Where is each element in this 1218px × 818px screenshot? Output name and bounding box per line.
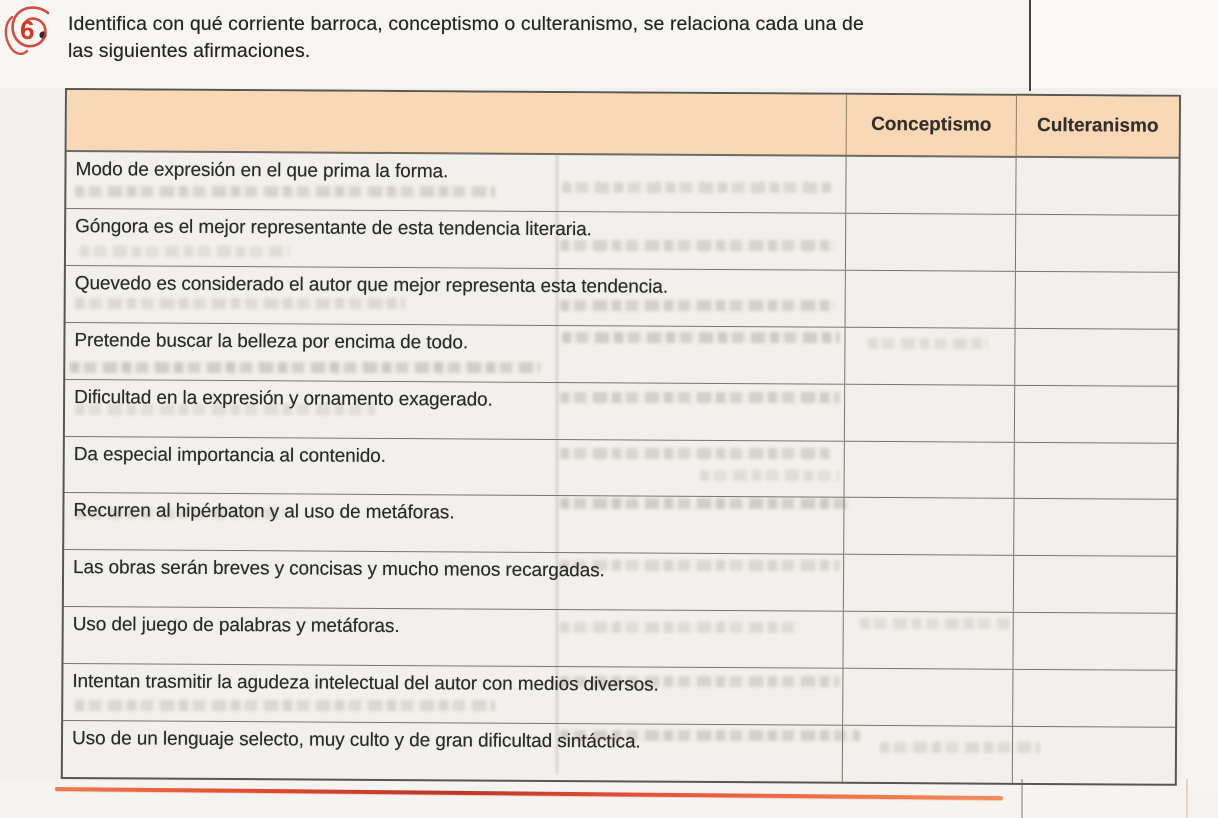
culteranismo-answer-cell	[1014, 499, 1176, 556]
conceptismo-answer-cell	[844, 384, 1016, 442]
conceptismo-answer-cell	[843, 668, 1014, 726]
smudge	[700, 470, 840, 481]
statement-cell: Dificultad en la expresión y ornamento e…	[64, 379, 846, 441]
smudge	[560, 448, 832, 459]
table-header-row: Conceptismo Culteranismo	[66, 90, 1179, 159]
statement-cell: Uso de un lenguaje selecto, muy culto y …	[62, 721, 844, 782]
conceptismo-answer-cell	[845, 270, 1016, 328]
conceptismo-answer-cell	[843, 555, 1015, 613]
culteranismo-answer-cell	[1013, 613, 1175, 670]
smudge	[70, 362, 540, 373]
table-row: Uso del juego de palabras y metáforas.	[63, 607, 1176, 671]
column-header-culteranismo: Culteranismo	[1037, 114, 1159, 137]
smudge	[75, 700, 495, 711]
page-column-divider-line	[1029, 0, 1031, 91]
smudge	[80, 246, 290, 257]
statement-cell: Quevedo es considerado el autor que mejo…	[65, 265, 846, 327]
conceptismo-answer-cell	[842, 725, 1014, 783]
smudge	[562, 182, 832, 193]
table-row: Góngora es el mejor representante de est…	[65, 208, 1179, 273]
smudge	[75, 404, 375, 415]
conceptismo-answer-cell	[844, 441, 1015, 499]
culteranismo-answer-cell	[1015, 329, 1177, 386]
smudge	[560, 622, 800, 633]
culteranismo-answer-cell	[1013, 727, 1175, 784]
table-row: Dificultad en la expresión y ornamento e…	[64, 379, 1178, 444]
culteranismo-answer-cell	[1016, 215, 1178, 272]
smudge	[560, 392, 840, 403]
question-header: Identifica con qué corriente barroca, co…	[68, 11, 973, 65]
smudge	[75, 186, 495, 197]
culteranismo-answer-cell	[1015, 385, 1177, 442]
smudge	[562, 332, 840, 343]
question-number-badge: 6	[4, 6, 50, 56]
culteranismo-answer-cell	[1013, 670, 1175, 727]
smudge	[560, 498, 850, 509]
statement-cell: Intentan trasmitir la agudeza intelectua…	[63, 664, 844, 725]
statement-cell: Modo de expresión en el que prima la for…	[66, 152, 847, 213]
table-row: Las obras serán breves y concisas y much…	[63, 550, 1177, 615]
table-row: Da especial importancia al contenido.	[64, 436, 1177, 501]
culteranismo-answer-cell	[1014, 556, 1176, 613]
smudge	[560, 676, 840, 687]
table-row: Recurren al hipérbaton y al uso de metáf…	[64, 493, 1177, 558]
smudge	[75, 298, 405, 309]
paper-top-area	[0, 0, 1218, 88]
conceptismo-answer-cell	[843, 612, 1014, 669]
matching-table: Conceptismo Culteranismo Modo de expresi…	[60, 88, 1181, 786]
conceptismo-answer-cell	[846, 156, 1017, 214]
pen-scribble-loop	[11, 6, 50, 48]
statement-cell: Uso del juego de palabras y metáforas.	[63, 607, 844, 668]
smudge	[560, 560, 840, 571]
conceptismo-answer-cell	[844, 498, 1015, 556]
question-text-line-1: Identifica con qué corriente barroca, co…	[68, 13, 864, 35]
paper-right-margin	[1031, 0, 1218, 88]
conceptismo-answer-cell	[845, 213, 1017, 271]
paper-right-edge	[1183, 88, 1218, 788]
table-row: Quevedo es considerado el autor que mejo…	[65, 265, 1178, 330]
culteranismo-answer-cell	[1016, 158, 1178, 215]
table-row: Modo de expresión en el que prima la for…	[66, 152, 1179, 216]
statement-cell: Pretende buscar la belleza por encima de…	[65, 322, 846, 384]
smudge	[860, 618, 1010, 629]
table-edge-bleed-line	[1186, 779, 1188, 818]
statement-cell: Las obras serán breves y concisas y much…	[63, 550, 845, 612]
question-number: 6	[20, 15, 34, 45]
statement-cell: Recurren al hipérbaton y al uso de metáf…	[64, 493, 845, 555]
smudge	[560, 300, 835, 311]
statement-cell: Da especial importancia al contenido.	[64, 436, 845, 498]
statement-cell: Góngora es el mejor representante de est…	[65, 208, 847, 270]
table-row: Uso de un lenguaje selecto, muy culto y …	[62, 721, 1175, 784]
smudge	[560, 240, 835, 251]
culteranismo-answer-cell	[1016, 272, 1178, 329]
conceptismo-answer-cell	[845, 327, 1016, 385]
bleed-vertical-line	[556, 152, 558, 774]
paper-bottom-area	[0, 781, 1218, 818]
table-row: Intentan trasmitir la agudeza intelectua…	[63, 664, 1176, 728]
column-header-conceptismo: Conceptismo	[846, 94, 1017, 156]
culteranismo-answer-cell	[1015, 442, 1177, 499]
smudge	[880, 742, 1040, 753]
pen-scribble-tail	[4, 15, 29, 56]
smudge	[868, 338, 988, 349]
smudge	[75, 508, 285, 519]
statement-header-cell	[66, 90, 847, 155]
question-text-line-2: las siguientes afirmaciones.	[68, 40, 311, 62]
page-column-divider-line-bottom	[1021, 779, 1023, 818]
smudge	[560, 730, 860, 741]
table-row: Pretende buscar la belleza por encima de…	[65, 322, 1178, 387]
